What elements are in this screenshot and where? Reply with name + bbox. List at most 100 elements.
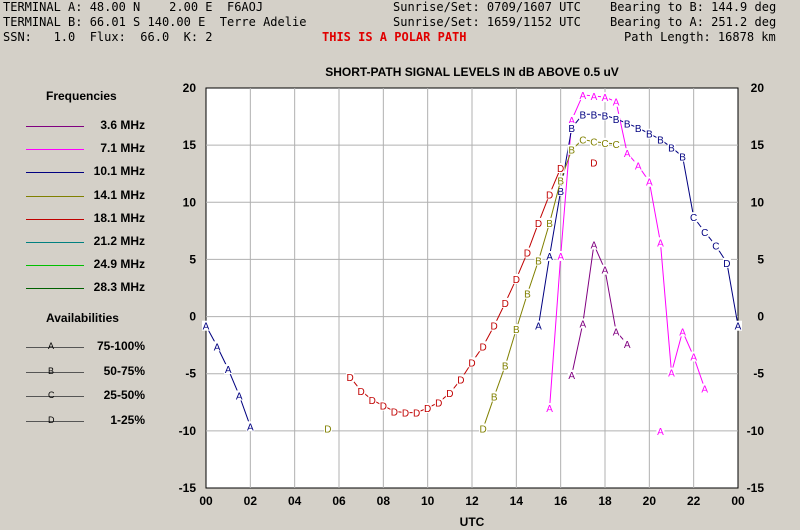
point-marker: B — [546, 219, 553, 230]
point-marker-bg — [534, 255, 543, 266]
point-marker: B — [502, 362, 509, 373]
legend-line — [26, 396, 84, 397]
point-marker: D — [380, 402, 387, 413]
point-marker-bg — [235, 390, 244, 401]
point-marker: A — [657, 427, 664, 438]
legend-line — [26, 371, 84, 373]
point-marker-bg — [678, 326, 687, 337]
point-marker-bg — [534, 320, 543, 331]
point-marker-bg — [501, 297, 510, 308]
point-marker: D — [402, 409, 409, 420]
point-marker-bg — [589, 239, 598, 250]
legend-line — [26, 420, 84, 422]
frequency-legend-item: 21.2 MHz — [0, 234, 160, 258]
point-marker: C — [690, 213, 697, 224]
point-marker-bg — [722, 257, 731, 268]
point-marker: B — [524, 290, 531, 301]
frequency-legend-item: 14.1 MHz — [0, 188, 160, 212]
y-tick-label-right: 20 — [751, 81, 765, 95]
point-marker-bg — [634, 160, 643, 171]
point-marker: B — [579, 110, 586, 121]
point-marker-bg — [645, 176, 654, 187]
point-marker-bg — [578, 134, 587, 145]
point-marker: D — [546, 190, 553, 201]
point-marker-bg — [556, 175, 565, 186]
point-marker-bg — [623, 148, 632, 159]
legend-line — [26, 242, 84, 243]
point-marker-bg — [645, 128, 654, 139]
point-marker-bg — [700, 227, 709, 237]
legend-label: 18.1 MHz — [93, 210, 145, 225]
point-marker-bg — [612, 139, 621, 149]
point-marker-bg — [601, 137, 609, 148]
y-tick-label-left: 0 — [189, 310, 196, 324]
point-marker-bg — [523, 247, 532, 258]
chart-title: SHORT-PATH SIGNAL LEVELS IN dB ABOVE 0.5… — [325, 65, 619, 79]
x-tick-label: 16 — [554, 494, 568, 508]
point-marker: D — [535, 219, 542, 230]
point-marker-bg — [623, 118, 632, 129]
legend-label: 21.2 MHz — [93, 234, 145, 248]
point-marker: B — [568, 124, 575, 135]
point-marker-bg — [501, 360, 510, 371]
legend-label: 75-100% — [96, 339, 145, 353]
point-marker: A — [635, 162, 642, 173]
point-marker: D — [479, 425, 486, 436]
point-marker: D — [369, 396, 376, 407]
point-marker: B — [679, 153, 686, 164]
point-marker-bg — [567, 115, 576, 125]
point-marker-bg — [656, 134, 665, 145]
point-marker: A — [646, 178, 653, 189]
point-marker: D — [324, 425, 331, 436]
legend-line — [26, 126, 84, 127]
point-marker: A — [568, 116, 575, 127]
point-marker: A — [214, 342, 221, 353]
point-marker: B — [602, 111, 609, 122]
terminal-a-info: TERMINAL A: 48.00 N 2.00 E F6AOJ — [3, 0, 264, 14]
legend-marker: A — [48, 341, 55, 351]
legend-line — [26, 195, 84, 197]
point-marker-bg — [589, 136, 598, 147]
point-marker: B — [491, 393, 498, 404]
frequency-legend-item: 10.1 MHz — [0, 164, 160, 188]
terminal-b-sunrise: Sunrise/Set: 1659/1152 UTC — [393, 15, 581, 29]
x-tick-label: 12 — [465, 494, 479, 508]
path-length: Path Length: 16878 km — [624, 30, 776, 44]
point-marker: D — [468, 358, 475, 369]
x-tick-label: 02 — [244, 494, 258, 508]
point-marker-bg — [556, 251, 565, 261]
point-marker: A — [657, 238, 664, 249]
point-marker: A — [247, 422, 254, 433]
point-marker-bg — [512, 273, 521, 284]
point-marker: B — [668, 143, 675, 154]
point-marker-bg — [589, 109, 598, 120]
legend-label: 10.1 MHz — [93, 164, 145, 179]
point-marker-bg — [623, 339, 632, 349]
point-marker-bg — [556, 185, 565, 196]
point-marker-bg — [678, 151, 687, 162]
point-marker-bg — [567, 144, 576, 155]
frequencies-title: Frequencies — [46, 89, 117, 103]
point-marker: A — [602, 93, 609, 104]
point-marker: B — [557, 177, 564, 188]
x-tick-label: 06 — [332, 494, 346, 508]
bearing-to-a: Bearing to A: 251.2 deg — [610, 15, 777, 29]
point-marker: B — [657, 135, 664, 146]
polar-path-alert: THIS IS A POLAR PATH — [322, 30, 467, 44]
point-marker-bg — [578, 89, 587, 100]
point-marker: C — [590, 138, 597, 149]
point-marker-bg — [634, 123, 643, 133]
point-marker: A — [203, 322, 210, 333]
frequency-legend-item: 18.1 MHz — [0, 210, 160, 235]
y-tick-label-right: 10 — [751, 195, 765, 209]
point-marker-bg — [202, 320, 210, 331]
point-marker-bg — [667, 142, 676, 153]
point-marker-bg — [601, 92, 609, 103]
y-tick-label-right: 15 — [751, 138, 765, 152]
y-tick-label-right: -5 — [753, 367, 764, 381]
point-marker-bg — [545, 403, 554, 413]
point-marker-bg — [578, 318, 587, 329]
point-marker: A — [225, 365, 232, 376]
